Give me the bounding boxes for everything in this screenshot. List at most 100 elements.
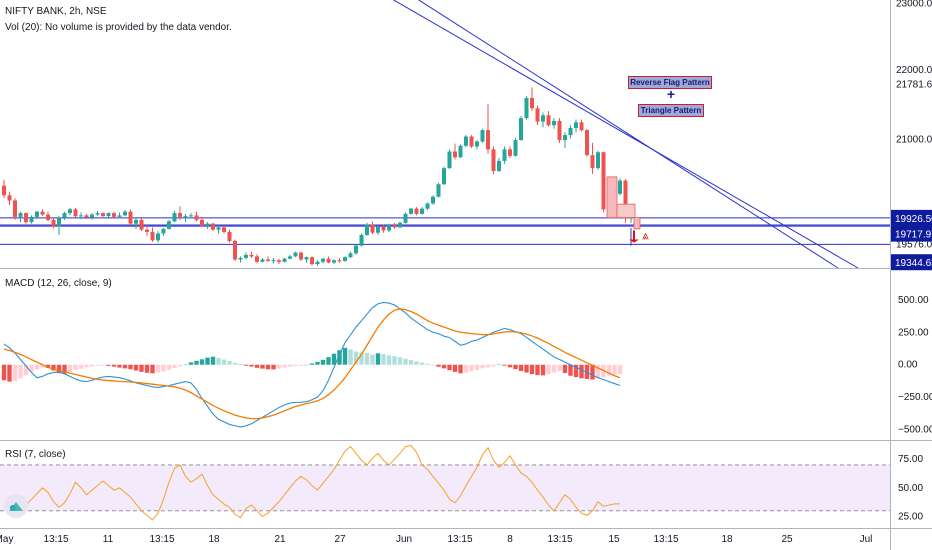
time-tick-label: 8 — [507, 534, 513, 545]
candle-body — [574, 122, 578, 129]
macd-histogram-bar — [205, 357, 210, 365]
candle-body — [24, 213, 28, 223]
candle-body — [13, 200, 17, 217]
macd-histogram-bar — [117, 364, 122, 368]
macd-histogram-bar — [271, 364, 276, 370]
candle-body — [365, 224, 369, 235]
price-tag — [891, 225, 932, 242]
time-tick-label: 18 — [208, 534, 220, 545]
macd-histogram-bar — [425, 363, 430, 365]
macd-histogram-bar — [590, 364, 595, 380]
macd-histogram-bar — [227, 361, 232, 365]
candle-body — [304, 257, 309, 260]
macd-histogram-bar — [403, 358, 408, 365]
macd-histogram-bar — [370, 354, 375, 365]
candle-body — [260, 259, 265, 262]
price-tag — [891, 254, 932, 271]
candle-body — [354, 245, 358, 254]
tradingview-logo-icon[interactable] — [4, 494, 28, 518]
macd-histogram-bar — [579, 364, 584, 379]
candle-body — [348, 253, 353, 258]
candle-body — [458, 145, 463, 158]
macd-histogram-bar — [331, 353, 337, 365]
macd-histogram-bar — [304, 364, 309, 366]
macd-histogram-bar — [161, 364, 166, 372]
candle-body — [183, 216, 188, 218]
macd-histogram-bar — [56, 364, 62, 374]
macd-histogram-bar — [128, 364, 133, 370]
candle-body — [161, 228, 166, 234]
macd-histogram-bar — [89, 364, 95, 367]
candle-body — [392, 225, 397, 228]
candle-body — [2, 185, 6, 196]
candle-body — [387, 225, 391, 231]
time-tick-label: 13:15 — [547, 534, 572, 545]
macd-histogram-bar — [353, 351, 359, 365]
candle-body — [568, 128, 573, 136]
candle-body — [106, 213, 111, 217]
candle-body — [486, 130, 490, 150]
macd-histogram-bar — [535, 364, 540, 376]
macd-histogram-bar — [29, 364, 34, 372]
candle-body — [552, 120, 556, 126]
trend-channel-upper — [392, 0, 859, 269]
candle-body — [172, 213, 177, 222]
macd-histogram-bar — [254, 364, 260, 368]
candle-body — [233, 241, 237, 260]
macd-histogram-bar — [513, 364, 518, 370]
candle-body — [425, 203, 430, 209]
candle-body — [315, 261, 320, 265]
macd-histogram-bar — [216, 357, 221, 365]
macd-histogram-bar — [210, 356, 216, 365]
candle-body — [376, 226, 380, 233]
macd-histogram-bar — [78, 364, 84, 369]
macd-histogram-bar — [7, 364, 12, 382]
macd-histogram-bar — [414, 361, 419, 365]
time-tick-label: 27 — [334, 534, 346, 545]
macd-histogram-bar — [12, 364, 18, 381]
macd-histogram-bar — [62, 364, 67, 374]
candle-body — [431, 196, 435, 204]
candle-body — [513, 140, 518, 156]
macd-histogram-bar — [23, 364, 29, 376]
macd-histogram-bar — [485, 364, 491, 368]
macd-histogram-bar — [386, 355, 392, 365]
macd-histogram-bar — [183, 364, 188, 366]
macd-histogram-bar — [133, 364, 139, 371]
price-tick-label: 22000.00 — [896, 65, 932, 76]
candle-body — [200, 219, 204, 226]
candle-body — [409, 208, 413, 214]
trend-channel-lower — [417, 0, 839, 269]
macd-histogram-bar — [337, 350, 342, 365]
candle-body — [134, 219, 138, 224]
macd-histogram-bar — [518, 364, 524, 371]
macd-histogram-bar — [144, 364, 150, 373]
candle-body — [112, 213, 116, 217]
macd-histogram-bar — [199, 359, 205, 365]
candle-body — [326, 258, 331, 263]
macd-tick-label: 500.00 — [898, 295, 929, 306]
macd-histogram-bar — [1, 364, 7, 381]
candle-body — [211, 223, 215, 230]
macd-histogram-bar — [584, 364, 590, 380]
candle-body — [535, 108, 540, 122]
candle-body — [244, 254, 248, 258]
symbol-title: NIFTY BANK, 2h, NSE — [5, 6, 107, 17]
macd-histogram-bar — [238, 364, 243, 366]
candle-body — [282, 258, 287, 262]
macd-histogram-bar — [243, 364, 249, 366]
candle-body — [7, 195, 12, 201]
rsi-tick-label: 25.00 — [898, 512, 923, 523]
macd-histogram-bar — [496, 363, 502, 365]
macd-histogram-bar — [540, 364, 546, 376]
candle-body — [293, 252, 298, 257]
macd-histogram-bar — [293, 364, 298, 367]
macd-histogram-bar — [326, 357, 331, 365]
candle-body — [95, 213, 100, 215]
candle-body — [590, 155, 595, 169]
candle-body — [491, 149, 496, 172]
macd-label: MACD (12, 26, close, 9) — [5, 278, 112, 289]
candle-body — [288, 256, 292, 259]
candle-body — [189, 215, 193, 217]
